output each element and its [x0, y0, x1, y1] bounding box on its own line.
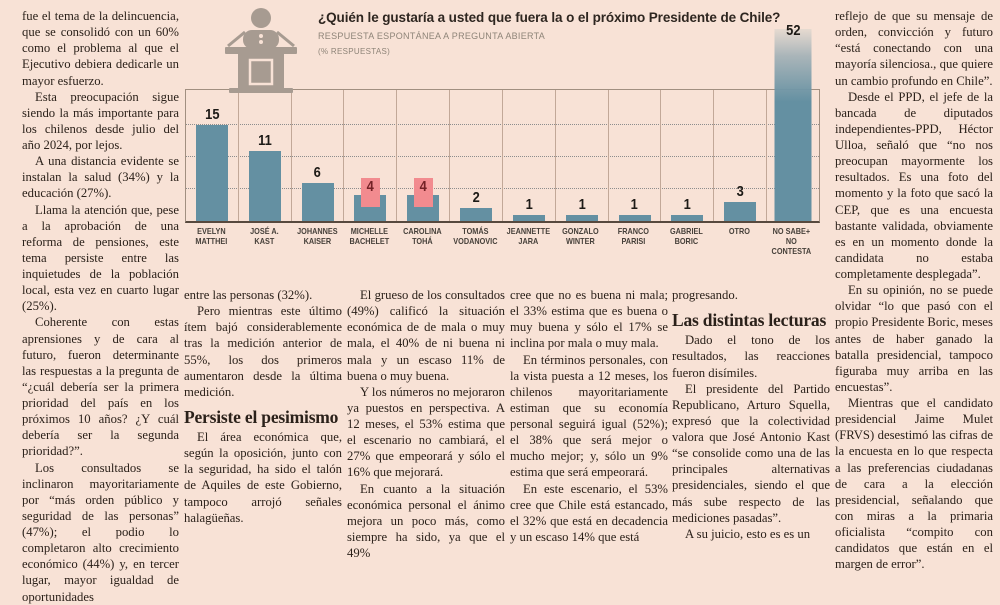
- bar: [724, 202, 757, 221]
- chart-column: 4: [344, 90, 398, 221]
- category-label: EVELYN MATTHEI: [195, 226, 228, 246]
- article-column-1: fue el tema de la delincuencia, que se c…: [22, 8, 179, 605]
- article-paragraph: progresando.: [672, 288, 738, 302]
- podium-speaker-icon: [225, 8, 297, 93]
- bar: [618, 215, 651, 221]
- article-column-4: cree que no es buena ni mala; el 33% est…: [510, 287, 668, 545]
- bar: [301, 183, 334, 221]
- chart-unit-label: (% RESPUESTAS): [318, 47, 391, 56]
- bar: [512, 215, 545, 221]
- article-column-6: reflejo de que su mensaje de orden, conv…: [835, 8, 993, 572]
- bar-value-label: 11: [257, 132, 272, 149]
- bar: [195, 125, 228, 221]
- article-paragraph: entre las personas (32%).: [184, 288, 313, 302]
- chart-category-labels: EVELYN MATTHEI JOSÉ A. KAST JOHANNES KAISER MI…: [185, 226, 818, 256]
- chart-title: ¿Quién le gustaría a usted que fuera la …: [318, 10, 781, 25]
- bar-value-label: 2: [472, 189, 480, 206]
- article-paragraph: En este escenario, el 53% cree que Chile…: [510, 481, 668, 544]
- article-paragraph: Desde el PPD, el jefe de la bancada de d…: [835, 89, 993, 281]
- chart-column: 15: [186, 90, 239, 221]
- category-label: JOSÉ A. KAST: [249, 226, 279, 246]
- chart-column: 6: [292, 90, 345, 221]
- chart-column: 1: [661, 90, 715, 221]
- poll-bar-chart: ¿Quién le gustaría a usted que fuera la …: [183, 0, 822, 278]
- chart-column: 1: [609, 90, 662, 221]
- category-label: FRANCO PARISI: [617, 226, 649, 246]
- article-column-2: entre las personas (32%). Pero mientras e…: [184, 287, 342, 526]
- category-label: TOMÁS VODANOVIC: [453, 226, 498, 246]
- article-paragraph: Pero mientras este último ítem bajó cons…: [184, 304, 342, 399]
- bar: [460, 208, 493, 221]
- bar-value-label: 4: [360, 178, 380, 207]
- article-paragraph: Llama la atención que, pese a la aprobac…: [22, 202, 179, 314]
- article-paragraph: A su juicio, esto es es un: [685, 526, 811, 541]
- bar: [565, 215, 598, 221]
- bar: [248, 151, 281, 221]
- bar-value-label: 3: [736, 183, 744, 200]
- article-paragraph: El área económica que, según la oposició…: [184, 430, 342, 525]
- article-paragraph: reflejo de que su mensaje de orden, conv…: [835, 9, 993, 88]
- chart-subtitle: RESPUESTA ESPONTÁNEA A PREGUNTA ABIERTA: [318, 31, 546, 41]
- article-paragraph: Esta preocupación sigue siendo la más im…: [22, 89, 179, 152]
- article-paragraph: Y los números no mejoraron ya puestos en…: [347, 384, 505, 480]
- bar: [774, 29, 812, 221]
- article-paragraph: Dado el tono de los resultados, las reac…: [672, 333, 830, 380]
- category-label: JOHANNES KAISER: [296, 226, 338, 246]
- bar-value-label: 1: [578, 196, 586, 213]
- chart-column: 3: [714, 90, 768, 221]
- newspaper-page: { "page": { "background_color": "#f8e2d6…: [22, 0, 993, 604]
- category-label: OTRO: [728, 226, 750, 236]
- article-paragraph: cree que no es buena ni mala; el 33% est…: [510, 288, 668, 351]
- category-label: GONZALO WINTER: [562, 226, 599, 246]
- chart-column: 52: [767, 22, 819, 221]
- section-heading: Persiste el pesimismo: [184, 406, 339, 427]
- chart-column: 1: [556, 90, 609, 221]
- bar-value-label: 4: [413, 178, 433, 207]
- chart-columns: 15 11 6 4 4 2 1 1 1 1 3 52: [186, 22, 819, 221]
- bar: [671, 215, 704, 221]
- section-heading: Las distintas lecturas: [672, 310, 827, 331]
- article-paragraph: El presidente del Partido Republicano, A…: [672, 381, 830, 525]
- article-paragraph: En términos personales, con la vista pue…: [510, 352, 668, 480]
- bar-value-label: 1: [683, 196, 691, 213]
- category-label: CAROLINA TOHÁ: [403, 226, 442, 246]
- bar-value-label: 1: [630, 196, 639, 213]
- bar-value-label: 6: [313, 164, 322, 181]
- category-label: MICHELLE BACHELET: [349, 226, 390, 246]
- bar-value-label: 1: [525, 196, 533, 213]
- chart-column: 4: [397, 90, 451, 221]
- chart-column: 2: [450, 90, 503, 221]
- category-label: GABRIEL BORIC: [669, 226, 703, 246]
- article-paragraph: El grueso de los consultados (49%) calif…: [347, 288, 505, 383]
- chart-column: 11: [239, 90, 292, 221]
- category-label: NO SABE+ NO CONTESTA: [771, 226, 812, 256]
- chart-column: 1: [503, 90, 556, 221]
- article-paragraph: Los consultados se inclinaron mayoritari…: [22, 460, 179, 604]
- article-paragraph: Coherente con estas aprensiones y de car…: [22, 315, 179, 459]
- article-paragraph: Mientras que el candidato presidencial J…: [835, 396, 993, 572]
- article-column-5: progresando. Las distintas lecturas Dado e…: [672, 287, 830, 542]
- chart-plot: 15 11 6 4 4 2 1 1 1 1 3 52: [185, 22, 820, 223]
- article-paragraph: En su opinión, no se puede olvidar “lo q…: [835, 283, 993, 394]
- article-column-3: El grueso de los consultados (49%) calif…: [347, 287, 505, 561]
- article-paragraph: fue el tema de la delincuencia, que se c…: [22, 9, 179, 88]
- article-paragraph: En cuanto a la situación económica perso…: [347, 481, 505, 561]
- category-label: JEANNETTE JARA: [506, 226, 550, 246]
- bar-value-label: 15: [204, 106, 220, 123]
- article-paragraph: A una distancia evidente se instalan la …: [22, 154, 179, 201]
- bar-value-label: 52: [785, 22, 801, 39]
